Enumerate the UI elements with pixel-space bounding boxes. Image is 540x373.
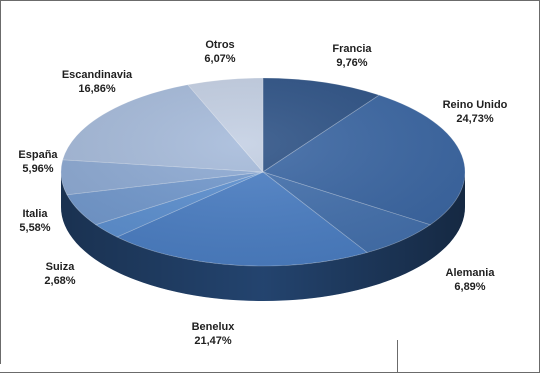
pie-side-shade: [61, 172, 465, 301]
pie-top-gloss: [61, 78, 465, 266]
slice-value-label: 16,86%: [78, 83, 116, 95]
slice-value-label: 9,76%: [336, 57, 367, 69]
slice-name-label: España: [18, 149, 58, 161]
bottom-crop: [0, 364, 397, 372]
slice-name-label: Reino Unido: [443, 99, 508, 111]
slice-name-label: Benelux: [192, 321, 236, 333]
slice-value-label: 2,68%: [44, 275, 75, 287]
slice-name-label: Italia: [22, 208, 48, 220]
slice-name-label: Escandinavia: [62, 69, 133, 81]
slice-name-label: Francia: [332, 43, 372, 55]
slice-name-label: Alemania: [446, 267, 496, 279]
slice-name-label: Suiza: [46, 261, 76, 273]
slice-value-label: 6,89%: [454, 281, 485, 293]
slice-value-label: 6,07%: [204, 53, 235, 65]
slice-value-label: 21,47%: [194, 335, 232, 347]
slice-value-label: 5,58%: [19, 222, 50, 234]
slice-name-label: Otros: [205, 39, 234, 51]
slice-value-label: 24,73%: [456, 113, 494, 125]
slice-value-label: 5,96%: [22, 163, 53, 175]
crop-edge: [397, 340, 398, 373]
